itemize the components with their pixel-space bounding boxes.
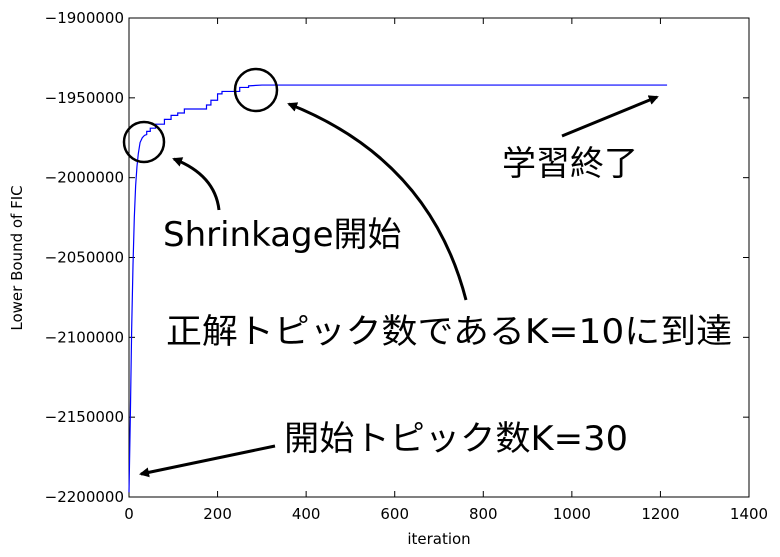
x-tick-label: 1000 [553,505,591,523]
start-k30-arrow [139,444,276,478]
x-tick-label: 0 [124,505,134,523]
y-axis-label: Lower Bound of FIC [8,185,26,330]
series-line [128,84,668,493]
annotation-learning-end: 学習終了 [502,144,638,184]
x-axis-label: iteration [407,530,470,548]
annotation-shrinkage: Shrinkage開始 [163,215,402,255]
annotation-start-k30: 開始トピック数K=30 [284,419,628,459]
x-tick-label: 1200 [641,505,679,523]
ticks-layer: 0 200 400 600 800 1000 1200 1400 −2200000 −215000… [45,9,768,523]
learning-end-arrow [561,95,659,138]
x-tick-label: 800 [469,505,498,523]
x-tick-label: 600 [380,505,409,523]
y-tick-label: −2100000 [45,328,124,346]
k10-reached-circle [233,67,279,113]
shrinkage-arrow [172,157,221,211]
shrinkage-start-circle [122,120,166,164]
y-tick-label: −2000000 [45,169,124,187]
y-tick-label: −1900000 [45,9,124,27]
x-tick-label: 1400 [730,505,768,523]
annotation-k10: 正解トピック数であるK=10に到達 [166,312,732,352]
y-tick-label: −2150000 [45,408,124,426]
y-tick-label: −2200000 [45,488,124,506]
k10-arrow [287,102,468,301]
y-tick-label: −2050000 [45,249,124,267]
y-tick-label: −1950000 [45,89,124,107]
x-tick-label: 400 [292,505,321,523]
x-tick-label: 200 [203,505,232,523]
